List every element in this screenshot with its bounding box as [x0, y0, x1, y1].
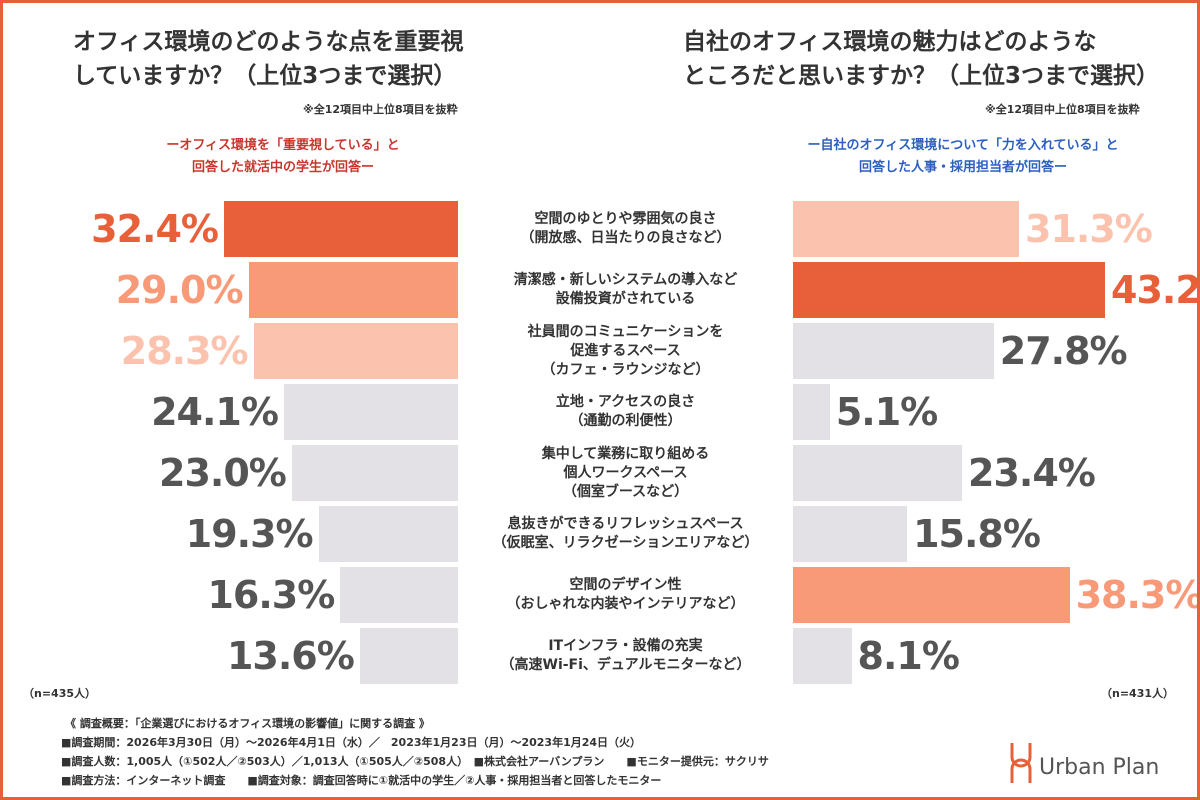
bar [291, 445, 458, 501]
value-label: 5.1% [835, 390, 938, 434]
bar [793, 262, 1105, 318]
bar [283, 384, 458, 440]
value-label: 29.0% [115, 268, 244, 312]
bar [224, 201, 458, 257]
category-label: 立地・アクセスの良さ （通勤の利便性） [555, 394, 696, 429]
survey-note: 《 調査概要：「企業選びにおけるオフィス環境の影響値」に関する調査 》 [65, 717, 430, 730]
bar [340, 567, 458, 623]
left-title: オフィス環境のどのような点を重要視 していますか？（上位3つまで選択） [73, 29, 464, 89]
category-label: 空間のデザイン性 （おしゃれな内装やインテリアなど） [506, 577, 745, 612]
sample-size: （n=431人） [1101, 687, 1175, 700]
right-title: 自社のオフィス環境の魅力はどのような ところだと思いますか？（上位3つまで選択） [683, 29, 1160, 89]
bar [793, 323, 994, 379]
survey-note: ■調査期間：2026年3月30日（月）～2026年4月1日（水）／ 2023年1… [61, 736, 642, 749]
bar [793, 506, 908, 562]
category-label: 集中して業務に取り組める 個人ワークスペース （個室ブースなど） [541, 445, 710, 500]
value-label: 31.3% [1025, 207, 1153, 251]
sample-size: （n=435人） [23, 687, 97, 700]
bar [253, 323, 458, 379]
category-label: 息抜きができるリフレッシュスペース （仮眠室、リラクゼーションエリアなど） [492, 516, 759, 551]
value-label: 38.3% [1075, 573, 1200, 617]
survey-note: ■調査人数：1,005人（①502人／②503人）／1,013人（①505人／②… [61, 755, 769, 768]
value-label: 27.8% [999, 329, 1128, 373]
value-label: 24.1% [151, 390, 279, 434]
logo-icon [1010, 743, 1032, 783]
bar [793, 567, 1070, 623]
category-label: 清潔感・新しいシステムの導入など 設備投資がされている [513, 272, 738, 307]
value-label: 23.0% [159, 451, 287, 495]
bar [793, 628, 852, 684]
category-label: 社員間のコミュニケーションを 促進するスペース （カフェ・ラウンジなど） [527, 323, 724, 378]
series-name: ー自社のオフィス環境について「力を入れている」と 回答した人事・採用担当者が回答… [807, 138, 1119, 175]
bar [318, 506, 458, 562]
bar [793, 384, 830, 440]
category-label: 空間のゆとりや雰囲気の良さ （開放感、日当たりの良さなど） [520, 211, 731, 246]
survey-note: ■調査方法：インターネット調査 ■調査対象：調査回答時に①就活中の学生／②人事・… [61, 774, 662, 787]
bar [248, 262, 458, 318]
series-name: ーオフィス環境を「重要視している」と 回答した就活中の学生が回答ー [166, 138, 400, 175]
left-note: ※全12項目中上位8項目を抜粋 [303, 103, 458, 116]
value-label: 15.8% [913, 512, 1041, 556]
bar [793, 445, 962, 501]
value-label: 16.3% [207, 573, 335, 617]
right-note: ※全12項目中上位8項目を抜粋 [985, 103, 1140, 116]
category-label: ITインフラ・設備の充実 （高速Wi-Fi、デュアルモニターなど） [500, 638, 751, 673]
logo-text: Urban Plan [1039, 755, 1160, 780]
value-label: 19.3% [185, 512, 314, 556]
value-label: 23.4% [968, 451, 1096, 495]
value-label: 28.3% [120, 329, 249, 373]
bar [359, 628, 458, 684]
value-label: 43.2% [1111, 268, 1200, 312]
value-label: 13.6% [226, 634, 355, 678]
bar [793, 201, 1020, 257]
value-label: 32.4% [91, 207, 219, 251]
value-label: 8.1% [857, 634, 960, 678]
